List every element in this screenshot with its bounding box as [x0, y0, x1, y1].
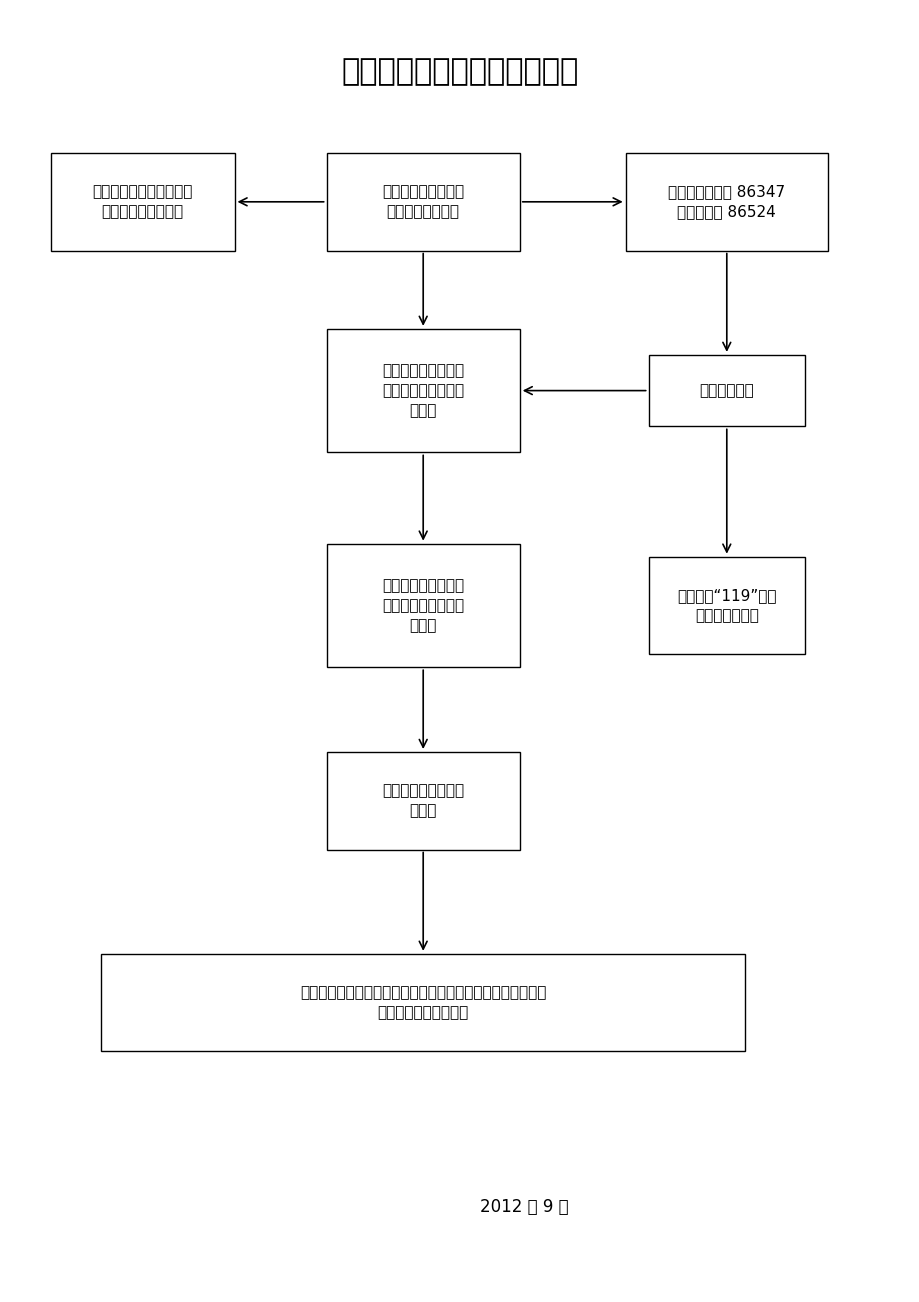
Text: 尽可能切断电源，撤
出易燃易爆物品及贵
重物品: 尽可能切断电源，撤 出易燃易爆物品及贵 重物品	[381, 578, 464, 633]
FancyBboxPatch shape	[326, 154, 519, 250]
Text: 关闭临近火情房间的
门窗，以减少火势蘋
延速度: 关闭临近火情房间的 门窗，以减少火势蘋 延速度	[381, 363, 464, 418]
Text: 组织人力，集中现有灯火
器材和人员积极扑救: 组织人力，集中现有灯火 器材和人员积极扑救	[92, 185, 193, 219]
FancyBboxPatch shape	[648, 557, 804, 654]
FancyBboxPatch shape	[326, 751, 519, 849]
Text: 2012 年 9 月: 2012 年 9 月	[480, 1198, 568, 1216]
Text: 火情无法扑救: 火情无法扑救	[698, 383, 754, 398]
FancyBboxPatch shape	[326, 544, 519, 667]
Text: 新生儿病房火灾发生应急流程: 新生儿病房火灾发生应急流程	[341, 57, 578, 86]
FancyBboxPatch shape	[101, 953, 744, 1052]
Text: 报告消防値班室 86347
和总値班室 86524: 报告消防値班室 86347 和总値班室 86524	[667, 185, 785, 219]
Text: 将患儿撤离疏散到安
全地带: 将患儿撤离疏散到安 全地带	[381, 784, 464, 818]
Text: 发生火情要冷静面对
立即呼叫周围人员: 发生火情要冷静面对 立即呼叫周围人员	[381, 185, 464, 219]
Text: 用湿纱布覆盖患儿口鼻及捿住自己口鼻，尽可能以最低的姿势
匈匈抱住患儿快速前进: 用湿纱布覆盖患儿口鼻及捿住自己口鼻，尽可能以最低的姿势 匈匈抱住患儿快速前进	[300, 986, 546, 1019]
FancyBboxPatch shape	[625, 154, 827, 250]
Text: 立即拨打“119”报警
并告知准确位置: 立即拨打“119”报警 并告知准确位置	[676, 589, 776, 622]
FancyBboxPatch shape	[326, 329, 519, 453]
FancyBboxPatch shape	[51, 154, 234, 250]
FancyBboxPatch shape	[648, 354, 804, 427]
